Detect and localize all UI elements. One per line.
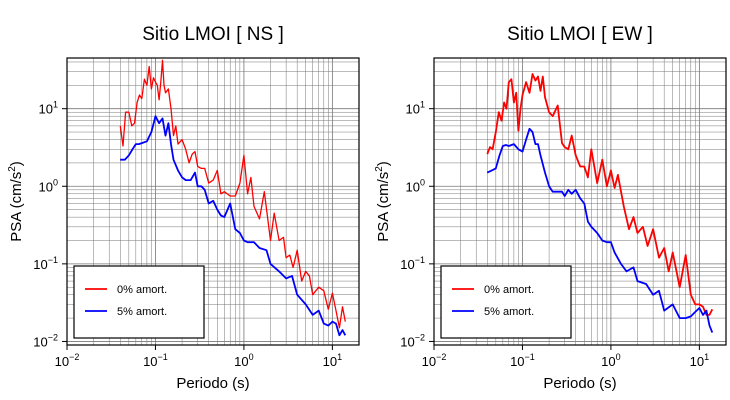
- series-line-damped: [486, 127, 714, 333]
- chart-ns: Sitio LMOI [ NS ] 10−2 10−1 100 101 10−2 10−1 1…: [7, 24, 360, 392]
- y-tick-label: 10−1: [400, 255, 425, 272]
- chart-title: Sitio LMOI [ NS ]: [142, 24, 283, 45]
- legend-box: [440, 265, 572, 339]
- x-tick-label: 100: [601, 352, 620, 369]
- x-tick-label: 10−1: [510, 352, 535, 369]
- x-tick-label: 10−1: [143, 352, 168, 369]
- legend: 0% amort. 5% amort.: [440, 265, 572, 339]
- y-tick-label: 100: [406, 177, 425, 194]
- x-tick-label: 10−2: [55, 352, 80, 369]
- x-axis-label: Periodo (s): [543, 375, 616, 392]
- x-tick-label: 10−2: [422, 352, 447, 369]
- y-axis-label: PSA (cm/s2): [374, 161, 392, 242]
- series-line-damped: [120, 115, 347, 337]
- x-tick-label: 101: [690, 352, 709, 369]
- plot-frame: [66, 57, 360, 346]
- x-axis-label: Periodo (s): [176, 375, 249, 392]
- legend-label: 5% amort.: [484, 306, 534, 318]
- y-tick-label: 101: [406, 100, 425, 117]
- series-line-undamped: [119, 59, 346, 329]
- legend: 0% amort. 5% amort.: [73, 265, 205, 339]
- legend-label: 5% amort.: [117, 306, 167, 318]
- chart-ew: Sitio LMOI [ EW ] 10−2 10−1 100 101 10−2 10−1 1…: [374, 24, 727, 392]
- chart-title: Sitio LMOI [ EW ]: [507, 24, 653, 45]
- y-axis-label: PSA (cm/s2): [7, 161, 25, 242]
- y-tick-label: 10−2: [400, 332, 425, 349]
- legend-label: 0% amort.: [484, 284, 534, 296]
- legend-label: 0% amort.: [117, 284, 167, 296]
- y-tick-label: 100: [39, 177, 58, 194]
- y-tick-label: 101: [39, 100, 58, 117]
- y-tick-label: 10−1: [33, 255, 58, 272]
- plot-frame: [433, 57, 727, 346]
- y-tick-label: 10−2: [33, 332, 58, 349]
- x-tick-label: 100: [234, 352, 253, 369]
- series-line-undamped: [486, 73, 714, 316]
- x-tick-label: 101: [323, 352, 342, 369]
- legend-box: [73, 265, 205, 339]
